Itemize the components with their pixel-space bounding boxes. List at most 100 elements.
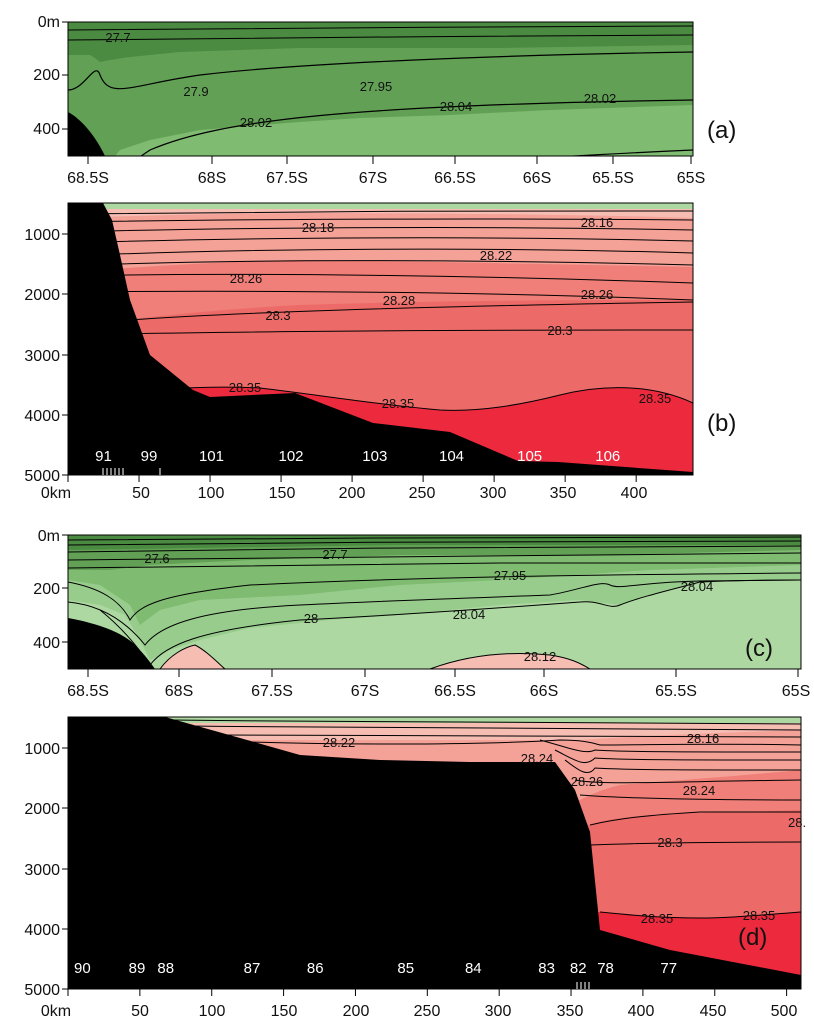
station-label: 77 [660,960,677,977]
contour-label: 28. [788,815,806,830]
panel-a-fill [68,22,693,156]
contour-label: 28.26 [581,287,614,302]
panel-c-contour-2 [68,540,801,546]
x-tick-label: 300 [485,1003,512,1020]
panel-d-station-ticks [576,982,590,989]
panel-c-contour-7 [68,579,801,646]
panel-d-contour-1 [169,719,801,725]
panel-b-contour-8 [68,290,693,301]
contour-label: 28.35 [641,911,674,926]
panel-b-contour-5 [68,248,693,257]
contour-label: 28.16 [581,215,614,230]
panel-a-frame [67,21,694,157]
panel-d-fill [68,717,801,989]
panel-d-bathymetry [68,717,801,989]
panel-d-station-labels: 90 89 88 87 86 85 84 83 82 78 77 [74,960,677,977]
x-tick-label: 67.5S [251,683,293,700]
x-tick-label: 68.5S [67,683,109,700]
x-tick-label: 66S [523,170,551,187]
y-tick-label: 400 [33,121,60,138]
panel-c-contour-1 [68,536,801,541]
panel-c-frame [67,534,802,670]
station-label: 90 [74,960,91,977]
x-tick-label: 200 [343,1003,370,1020]
x-tick-label: 250 [409,485,436,502]
panel-c-contour-6 [68,572,801,621]
contour-label: 28.02 [584,91,617,106]
x-tick-label: 68S [198,170,226,187]
x-tick-label: 150 [269,485,296,502]
panel-b-contour-6 [68,260,693,267]
contour-label: 28.3 [547,323,572,338]
y-tick-label: 0m [38,14,60,31]
contour-label: 28.24 [521,751,554,766]
panel-a-contour-1 [68,51,693,91]
panel-label: (c) [745,635,773,662]
station-label: 91 [95,448,112,465]
x-tick-label: 350 [557,1003,584,1020]
y-tick-label: 4000 [24,408,60,425]
y-tick-label: 5000 [24,468,60,485]
panel-a-y-axis: 0m 200 400 [33,14,68,138]
x-tick-label: 200 [339,485,366,502]
panel-b-contour-4 [68,237,693,244]
panel-d-contour-8 [574,779,801,784]
panel-c: 0m 200 400 68.5S 68S 67.5S 67S 66.5S 66S… [33,528,810,700]
contour-label: 27.95 [360,79,393,94]
panel-d-contour-4 [249,739,801,746]
panel-d-y-axis: 1000 2000 3000 4000 5000 [24,741,68,999]
panel-d-top-band [68,717,801,723]
panel-d-contour-2 [189,725,801,731]
station-label: 86 [307,960,324,977]
panel-label: (a) [707,117,736,144]
x-tick-label: 0km [41,485,71,502]
station-label: 106 [595,448,620,465]
panel-d-contour-3 [219,734,801,738]
panel-d-contour-10 [589,811,801,826]
panel-d: 1000 2000 3000 4000 5000 0km 50 100 150 … [24,716,806,1020]
contour-label: 27.9 [183,84,208,99]
station-label: 102 [278,448,303,465]
contour-label: 28.26 [230,271,263,286]
y-tick-label: 2000 [24,287,60,304]
panel-c-x-axis: 68.5S 68S 67.5S 67S 66.5S 66S 65.5S 65S [67,669,810,700]
contour-label: 28.18 [302,220,335,235]
x-tick-label: 400 [628,1003,655,1020]
panel-b-contour-3 [68,227,693,233]
panel-c-red-pocket-1 [159,644,226,669]
contour-label: 28.35 [639,391,672,406]
contour-label: 28.35 [743,908,776,923]
station-label: 105 [517,448,542,465]
panel-b-station-labels: 91 99 101 102 103 104 105 106 [95,448,620,465]
y-tick-label: 1000 [24,227,60,244]
x-tick-label: 65S [782,683,810,700]
x-tick-label: 65.5S [592,170,634,187]
contour-label: 28.04 [453,607,486,622]
contour-label: 27.7 [105,30,130,45]
contour-label: 28.3 [265,308,290,323]
panel-d-contour-11 [589,841,801,846]
panel-b-bathymetry [68,203,693,475]
station-label: 101 [199,448,224,465]
x-tick-label: 65.5S [655,683,697,700]
x-tick-label: 400 [621,485,648,502]
x-tick-label: 300 [480,485,507,502]
contour-label: 28.04 [681,579,714,594]
x-tick-label: 350 [550,485,577,502]
panel-d-contour-labels: 28.22 28.24 28.16 28.26 28.24 28. 28.3 2… [323,731,806,926]
panel-d-contour-12 [599,911,801,919]
panel-label: (d) [738,924,767,951]
contour-label: 28.12 [524,649,557,664]
y-tick-label: 400 [33,635,60,652]
panel-a-band-1 [68,22,693,62]
panel-a: 0m 200 400 68.5S 68S 67.5S 67S 66.5S 66S… [33,14,736,187]
panel-d-contour-7 [564,759,801,773]
panel-c-y-axis: 0m 200 400 [33,528,68,652]
y-tick-label: 0m [38,528,60,545]
panel-b-contour-7 [68,273,693,284]
y-tick-label: 3000 [24,862,60,879]
x-tick-label: 50 [131,1003,149,1020]
contour-label: 28.04 [440,99,473,114]
contour-label: 28.28 [383,293,416,308]
